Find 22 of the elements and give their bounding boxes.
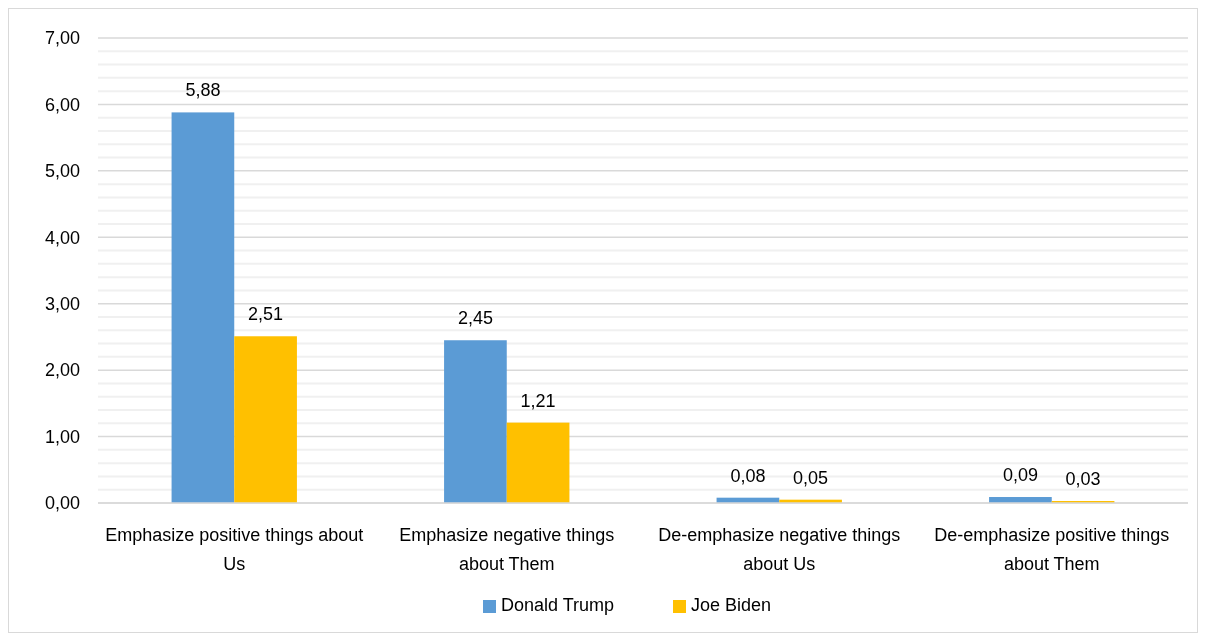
y-tick-label: 3,00	[44, 294, 80, 315]
x-tick-label: Emphasize positive things about Us	[105, 525, 364, 574]
y-tick-label: 1,00	[44, 426, 80, 447]
data-label: 0,08	[730, 465, 766, 486]
data-label: 0,03	[1065, 469, 1101, 490]
data-label: 2,45	[457, 308, 493, 329]
data-label: 0,05	[793, 467, 829, 488]
data-label: 1,21	[520, 390, 556, 411]
x-tick-label: De-emphasize positive things about Them	[934, 525, 1170, 574]
data-label: 2,51	[248, 304, 284, 325]
y-tick-label: 0,00	[44, 493, 80, 514]
y-tick-label: 7,00	[44, 28, 80, 49]
legend-label: Joe Biden	[691, 595, 772, 615]
y-tick-label: 5,00	[44, 161, 80, 182]
x-tick-label: De-emphasize negative things about Us	[658, 525, 901, 574]
x-tick-label: Emphasize negative things about Them	[399, 525, 615, 574]
legend-label: Donald Trump	[501, 595, 615, 615]
data-label: 0,09	[1002, 465, 1038, 486]
y-tick-label: 6,00	[44, 94, 80, 115]
y-tick-label: 2,00	[44, 360, 80, 381]
data-label: 5,88	[185, 80, 221, 101]
y-tick-label: 4,00	[44, 227, 80, 248]
